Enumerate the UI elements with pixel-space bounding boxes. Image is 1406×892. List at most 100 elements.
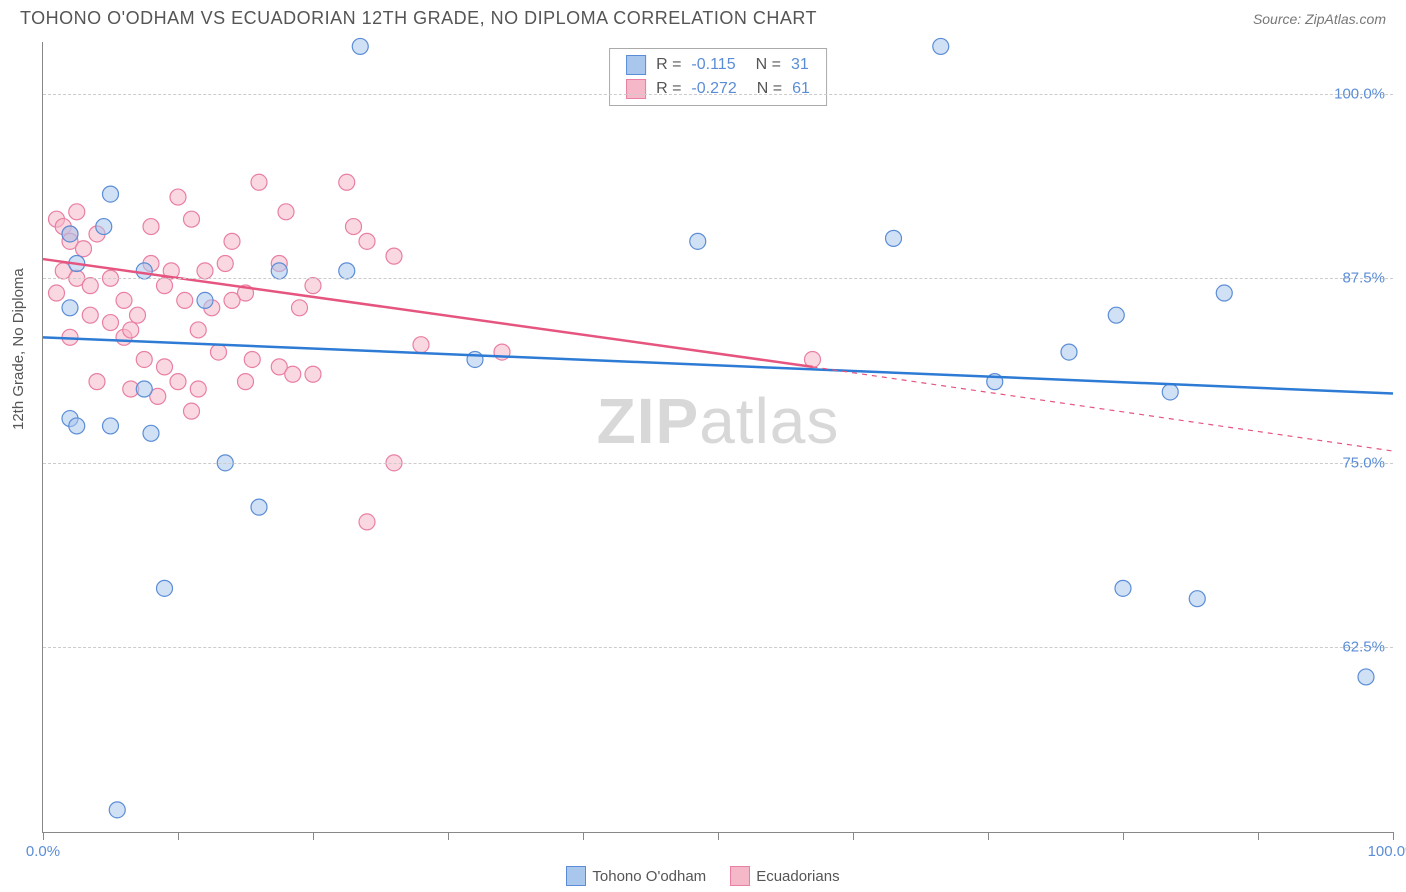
gridline bbox=[43, 647, 1393, 648]
stats-row: R =-0.272N =61 bbox=[626, 77, 810, 101]
scatter-point bbox=[359, 233, 375, 249]
scatter-point bbox=[136, 351, 152, 367]
scatter-point bbox=[339, 174, 355, 190]
scatter-point bbox=[352, 38, 368, 54]
scatter-point bbox=[116, 292, 132, 308]
x-tick bbox=[583, 832, 584, 840]
x-tick bbox=[43, 832, 44, 840]
scatter-point bbox=[82, 307, 98, 323]
scatter-point bbox=[103, 186, 119, 202]
scatter-point bbox=[238, 374, 254, 390]
legend-swatch bbox=[626, 55, 646, 75]
legend-item: Ecuadorians bbox=[730, 866, 839, 886]
scatter-point bbox=[251, 499, 267, 515]
stat-n-value: 61 bbox=[792, 80, 810, 98]
scatter-point bbox=[339, 263, 355, 279]
scatter-point bbox=[103, 418, 119, 434]
y-axis-label: 12th Grade, No Diploma bbox=[10, 268, 27, 430]
scatter-point bbox=[413, 337, 429, 353]
x-tick-label: 100.0% bbox=[1368, 843, 1406, 860]
legend-label: Ecuadorians bbox=[756, 868, 839, 885]
stat-r-label: R = bbox=[656, 56, 681, 74]
x-tick bbox=[1258, 832, 1259, 840]
scatter-point bbox=[1162, 384, 1178, 400]
stat-n-value: 31 bbox=[791, 56, 809, 74]
scatter-point bbox=[177, 292, 193, 308]
x-tick bbox=[448, 832, 449, 840]
scatter-point bbox=[89, 374, 105, 390]
scatter-point bbox=[1216, 285, 1232, 301]
gridline bbox=[43, 94, 1393, 95]
scatter-point bbox=[1108, 307, 1124, 323]
scatter-point bbox=[76, 241, 92, 257]
scatter-point bbox=[1061, 344, 1077, 360]
stats-row: R =-0.115N =31 bbox=[626, 53, 810, 77]
x-tick bbox=[853, 832, 854, 840]
scatter-point bbox=[49, 285, 65, 301]
header: TOHONO O'ODHAM VS ECUADORIAN 12TH GRADE,… bbox=[0, 0, 1406, 33]
stat-n-label: N = bbox=[757, 80, 782, 98]
scatter-point bbox=[1115, 580, 1131, 596]
scatter-point bbox=[305, 278, 321, 294]
scatter-point bbox=[96, 219, 112, 235]
scatter-point bbox=[69, 204, 85, 220]
scatter-point bbox=[190, 381, 206, 397]
scatter-point bbox=[886, 230, 902, 246]
scatter-point bbox=[305, 366, 321, 382]
scatter-point bbox=[103, 315, 119, 331]
scatter-point bbox=[1358, 669, 1374, 685]
scatter-point bbox=[1189, 591, 1205, 607]
scatter-point bbox=[69, 418, 85, 434]
source-label: Source: ZipAtlas.com bbox=[1253, 11, 1386, 27]
scatter-point bbox=[130, 307, 146, 323]
legend-swatch bbox=[730, 866, 750, 886]
scatter-point bbox=[62, 300, 78, 316]
chart-plot-area: ZIPatlas R =-0.115N =31R =-0.272N =61 62… bbox=[42, 42, 1393, 833]
scatter-point bbox=[292, 300, 308, 316]
y-tick-label: 87.5% bbox=[1342, 270, 1385, 287]
scatter-point bbox=[157, 278, 173, 294]
y-tick-label: 75.0% bbox=[1342, 454, 1385, 471]
x-tick bbox=[313, 832, 314, 840]
stat-r-value: -0.115 bbox=[691, 56, 735, 74]
scatter-point bbox=[244, 351, 260, 367]
trend-line bbox=[43, 259, 813, 367]
scatter-svg bbox=[43, 42, 1393, 832]
y-tick-label: 100.0% bbox=[1334, 85, 1385, 102]
scatter-point bbox=[136, 381, 152, 397]
scatter-point bbox=[251, 174, 267, 190]
chart-title: TOHONO O'ODHAM VS ECUADORIAN 12TH GRADE,… bbox=[20, 8, 817, 29]
x-tick bbox=[178, 832, 179, 840]
x-tick bbox=[718, 832, 719, 840]
gridline bbox=[43, 278, 1393, 279]
scatter-point bbox=[157, 359, 173, 375]
scatter-point bbox=[123, 322, 139, 338]
bottom-legend: Tohono O'odham Ecuadorians bbox=[0, 866, 1406, 886]
scatter-point bbox=[224, 292, 240, 308]
scatter-point bbox=[690, 233, 706, 249]
y-tick-label: 62.5% bbox=[1342, 639, 1385, 656]
scatter-point bbox=[224, 233, 240, 249]
scatter-point bbox=[136, 263, 152, 279]
scatter-point bbox=[170, 374, 186, 390]
scatter-point bbox=[346, 219, 362, 235]
scatter-point bbox=[143, 425, 159, 441]
scatter-point bbox=[386, 248, 402, 264]
trend-line-dashed bbox=[813, 367, 1394, 451]
scatter-point bbox=[217, 255, 233, 271]
stat-r-value: -0.272 bbox=[691, 80, 736, 98]
scatter-point bbox=[278, 204, 294, 220]
x-tick bbox=[1393, 832, 1394, 840]
scatter-point bbox=[211, 344, 227, 360]
stats-legend-box: R =-0.115N =31R =-0.272N =61 bbox=[609, 48, 827, 106]
x-tick-label: 0.0% bbox=[26, 843, 60, 860]
scatter-point bbox=[933, 38, 949, 54]
legend-swatch bbox=[626, 79, 646, 99]
legend-label: Tohono O'odham bbox=[592, 868, 706, 885]
scatter-point bbox=[143, 219, 159, 235]
scatter-point bbox=[190, 322, 206, 338]
scatter-point bbox=[197, 263, 213, 279]
legend-swatch bbox=[566, 866, 586, 886]
scatter-point bbox=[82, 278, 98, 294]
scatter-point bbox=[170, 189, 186, 205]
